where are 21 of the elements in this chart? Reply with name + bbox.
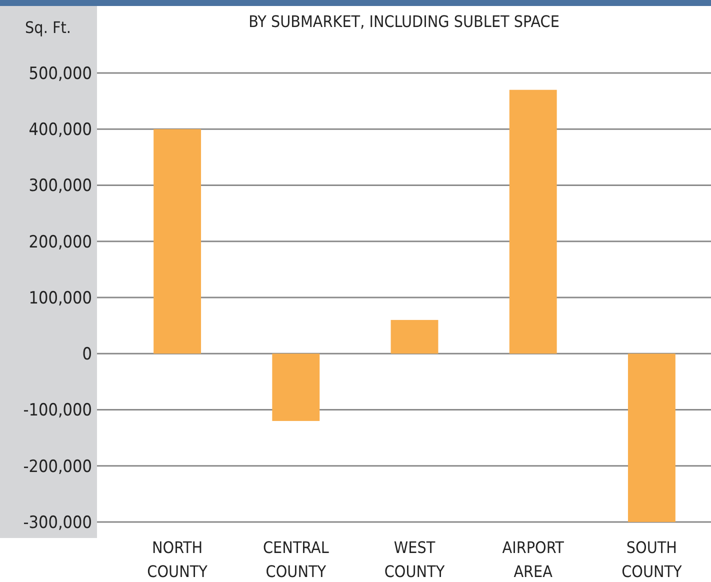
bar xyxy=(628,354,676,522)
bar xyxy=(390,320,438,354)
y-tick-label: 200,000 xyxy=(28,232,92,252)
bar xyxy=(509,90,557,354)
x-tick-label: AIRPORT AREA xyxy=(502,538,564,581)
x-tick-label: CENTRAL COUNTY xyxy=(262,538,329,581)
x-tick-label: WEST COUNTY xyxy=(384,538,445,581)
x-tick-label: SOUTH COUNTY xyxy=(622,538,682,581)
x-tick-label: NORTH COUNTY xyxy=(147,538,208,581)
bar xyxy=(272,354,320,421)
y-tick-label: 400,000 xyxy=(28,120,92,140)
y-tick-label: 100,000 xyxy=(28,288,92,308)
y-tick-label: 300,000 xyxy=(28,176,92,196)
y-axis-title: Sq. Ft. xyxy=(25,18,71,37)
chart-title: BY SUBMARKET, INCLUDING SUBLET SPACE xyxy=(248,12,560,31)
y-tick-label: -200,000 xyxy=(23,456,92,477)
y-tick-label: 0 xyxy=(82,344,92,365)
y-tick-label: 500,000 xyxy=(28,64,92,84)
bar xyxy=(154,129,202,354)
y-tick-label: -300,000 xyxy=(23,512,92,533)
y-tick-label: -100,000 xyxy=(23,400,92,421)
